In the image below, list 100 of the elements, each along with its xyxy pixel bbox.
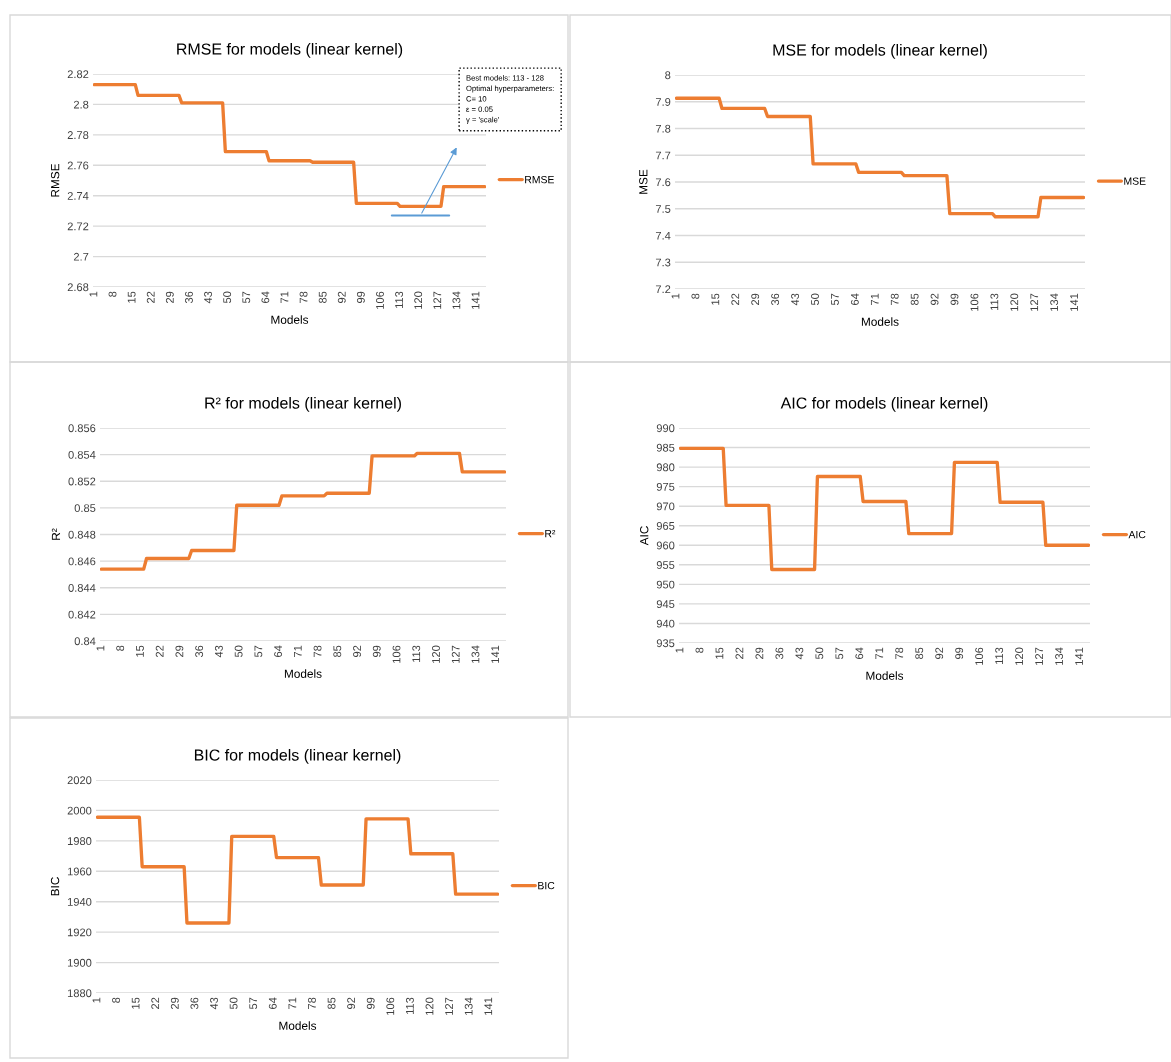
x-tick-label: 29 <box>170 997 179 1009</box>
x-tick-label: 106 <box>970 293 979 311</box>
y-tick-label: 1900 <box>67 958 92 967</box>
y-tick-label: 990 <box>656 424 675 433</box>
x-tick-label: 1 <box>89 291 98 297</box>
x-tick-label: 64 <box>855 647 864 659</box>
x-tick-label: 141 <box>471 291 480 309</box>
x-tick-label: 71 <box>294 645 302 657</box>
x-tick-label: 99 <box>356 291 365 303</box>
y-tick-label: 975 <box>656 482 675 491</box>
x-tick-label: 57 <box>831 293 839 306</box>
y-tick-label: 2.8 <box>73 100 89 109</box>
x-tick-label: 1 <box>671 293 680 299</box>
x-tick-label: 71 <box>280 291 289 303</box>
y-tick-label: 935 <box>656 639 675 648</box>
x-tick-label: 64 <box>850 293 859 305</box>
x-tick-label: 106 <box>975 647 984 665</box>
x-tick-label: 78 <box>308 997 316 1009</box>
y-tick-label: 1980 <box>67 837 92 845</box>
y-tick-label: 980 <box>656 463 675 472</box>
x-tick-label: 36 <box>771 293 780 306</box>
x-tick-label: 43 <box>204 291 212 304</box>
y-tick-label: 955 <box>656 561 675 569</box>
x-tick-label: 57 <box>254 645 263 658</box>
y-tick-label: 940 <box>656 619 675 628</box>
y-tick-label: 7.3 <box>655 258 671 267</box>
y-tick-label: 2.68 <box>67 283 89 292</box>
line-series <box>675 96 1085 219</box>
x-tick-label: 50 <box>223 291 232 304</box>
x-tick-label: 113 <box>990 293 999 311</box>
x-tick-label: 113 <box>405 997 414 1015</box>
y-tick-label: 2.7 <box>73 252 89 261</box>
y-tick-label: 970 <box>656 502 675 511</box>
legend-label: AIC <box>1128 530 1146 539</box>
y-tick-label: 1880 <box>67 989 92 998</box>
x-tick-label: 8 <box>691 293 700 299</box>
y-tick-label: 2.74 <box>67 191 89 200</box>
y-tick-label: 2000 <box>67 806 92 815</box>
x-tick-label: 127 <box>445 997 453 1015</box>
x-tick-label: 22 <box>151 997 160 1009</box>
x-axis-title: Models <box>271 315 309 324</box>
x-tick-label: 92 <box>337 291 346 303</box>
y-axis-title: MSE <box>639 169 648 194</box>
chart-title: BIC for models (linear kernel) <box>194 748 401 764</box>
x-tick-label: 22 <box>155 645 164 657</box>
y-tick-label: 0.848 <box>68 530 96 539</box>
x-tick-label: 50 <box>811 293 819 306</box>
y-tick-label: 8 <box>665 71 671 80</box>
x-tick-label: 106 <box>376 291 384 309</box>
chart-title: R² for models (linear kernel) <box>205 396 401 412</box>
x-tick-label: 113 <box>412 645 421 663</box>
x-tick-label: 120 <box>432 645 440 663</box>
y-axis-title: AIC <box>640 526 649 546</box>
x-tick-label: 99 <box>950 293 959 305</box>
x-tick-label: 8 <box>695 647 704 653</box>
legend-label: BIC <box>538 881 555 890</box>
x-tick-label: 15 <box>131 997 140 1009</box>
x-tick-label: 64 <box>268 997 277 1009</box>
y-tick-label: 7.9 <box>655 98 671 106</box>
x-axis-title: Models <box>861 317 899 326</box>
x-tick-label: 92 <box>930 293 939 305</box>
x-tick-label: 71 <box>875 647 884 659</box>
y-tick-label: 1960 <box>67 867 92 876</box>
x-tick-label: 15 <box>127 291 136 303</box>
x-tick-label: 22 <box>146 291 155 303</box>
x-tick-label: 43 <box>795 647 804 660</box>
x-tick-label: 106 <box>392 645 401 663</box>
x-tick-label: 29 <box>755 647 764 659</box>
x-tick-label: 64 <box>274 645 283 657</box>
y-axis-title: R² <box>51 528 61 540</box>
x-tick-label: 141 <box>484 997 493 1015</box>
legend-label: R² <box>545 529 556 538</box>
x-tick-label: 92 <box>353 645 361 657</box>
x-axis-title: Models <box>866 671 904 680</box>
x-tick-label: 22 <box>735 647 744 659</box>
x-tick-label: 134 <box>452 291 461 309</box>
x-tick-label: 141 <box>491 645 500 663</box>
y-tick-label: 1920 <box>67 928 92 937</box>
x-tick-label: 36 <box>775 647 784 660</box>
x-tick-label: 15 <box>136 645 144 657</box>
x-tick-label: 8 <box>108 291 117 297</box>
y-axis-title: RMSE <box>50 163 60 197</box>
y-axis-title: BIC <box>50 877 60 896</box>
x-tick-label: 43 <box>791 293 799 306</box>
y-tick-label: 2.78 <box>67 131 89 139</box>
x-tick-label: 29 <box>175 645 184 657</box>
x-tick-label: 8 <box>116 645 125 651</box>
y-tick-label: 2.76 <box>67 161 89 170</box>
x-tick-label: 120 <box>1010 293 1019 311</box>
y-tick-label: 950 <box>656 580 675 589</box>
x-tick-label: 57 <box>242 291 251 304</box>
y-tick-label: 0.842 <box>68 610 96 619</box>
x-tick-label: 36 <box>190 997 199 1010</box>
x-tick-label: 113 <box>995 647 1004 665</box>
x-tick-label: 43 <box>214 645 223 658</box>
x-tick-label: 134 <box>471 645 480 663</box>
y-tick-label: 7.2 <box>655 285 671 294</box>
x-tick-label: 134 <box>1050 293 1059 311</box>
x-tick-label: 85 <box>318 291 327 304</box>
x-tick-label: 106 <box>386 997 395 1015</box>
